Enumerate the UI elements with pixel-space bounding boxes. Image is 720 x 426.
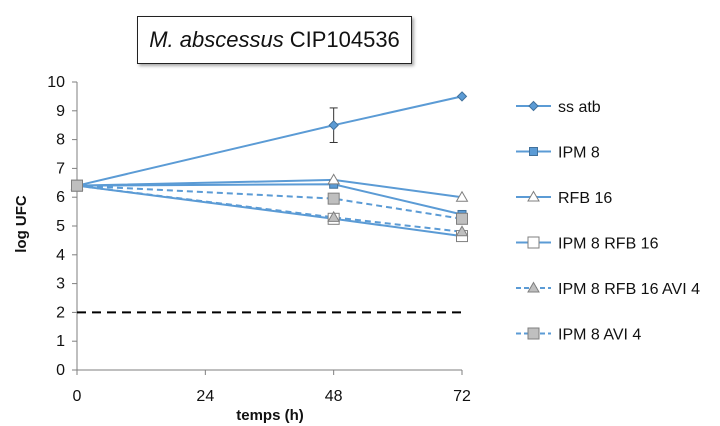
legend-label: IPM 8 [558,145,600,162]
data-point-6 [327,192,340,205]
x-tick-label: 72 [453,388,471,405]
x-tick-label: 0 [73,388,82,405]
y-tick-label: 7 [56,160,65,177]
legend-label: IPM 8 RFB 16 AVI 4 [558,281,700,298]
y-tick-label: 4 [56,247,65,264]
chart-title: M. abscessus CIP104536 [137,16,412,64]
y-tick-label: 9 [56,103,65,120]
legend-marker-4 [527,236,540,249]
y-tick-label: 6 [56,189,65,206]
data-point-5 [327,210,341,222]
data-point-3 [455,190,469,202]
y-tick-label: 5 [56,218,65,235]
y-tick-label: 0 [56,362,65,379]
legend-marker-6 [527,327,540,340]
chart-title-strain: CIP104536 [289,27,400,52]
x-tick-label: 48 [325,388,343,405]
data-point-6 [456,212,468,225]
y-axis-title: log UFC [13,195,30,253]
legend-marker-5 [527,281,540,293]
y-tick-label: 3 [56,276,65,293]
legend-marker-2 [529,147,538,156]
series-line-1 [76,95,463,187]
series-line-5 [76,184,463,233]
data-point-1 [328,119,339,131]
legend-label: IPM 8 RFB 16 [558,236,659,253]
y-tick-label: 1 [56,333,65,350]
x-axis-title: temps (h) [236,407,304,424]
legend-label: IPM 8 AVI 4 [558,327,641,344]
chart-title-species: M. abscessus [149,27,284,52]
y-tick-label: 10 [47,74,65,91]
data-point-5 [455,225,469,237]
series-line-4 [76,184,463,238]
data-point-3 [327,173,341,185]
data-point-6 [71,179,83,192]
data-point-1 [456,91,468,102]
y-tick-label: 8 [56,132,65,149]
legend-marker-3 [527,190,540,202]
legend-label: RFB 16 [558,190,612,207]
series-line-6 [76,184,463,220]
legend-label: ss atb [558,99,601,116]
y-tick-label: 2 [56,304,65,321]
legend-marker-1 [528,100,539,112]
x-tick-label: 24 [196,388,214,405]
